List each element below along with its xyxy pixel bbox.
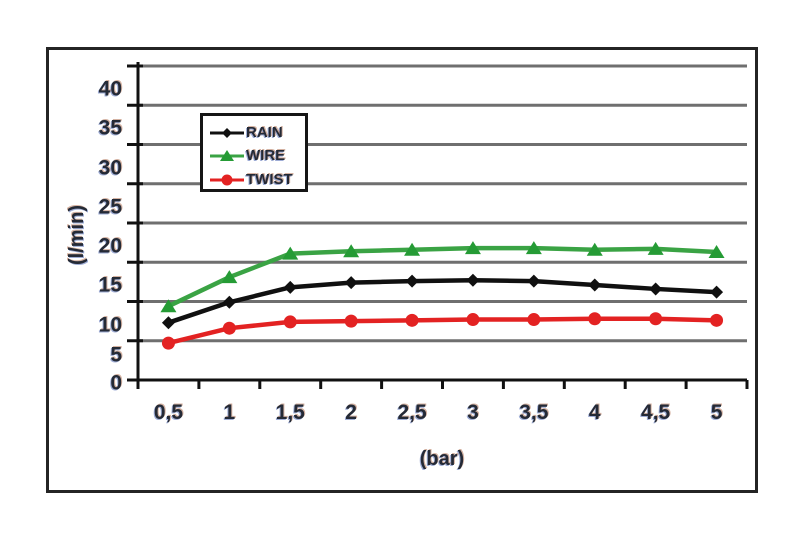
wire-marker-icon [404, 242, 421, 256]
gridline [138, 103, 747, 107]
x-tick-mark [684, 380, 688, 389]
twist-marker-icon [222, 321, 236, 335]
x-tick-label: 5 [710, 401, 723, 424]
twist-marker-icon [466, 313, 480, 327]
x-tick-mark [501, 380, 505, 389]
x-tick-mark [380, 380, 384, 389]
series-line-twist [166, 316, 719, 346]
y-tick-label: 35 [98, 116, 122, 140]
gridline [138, 182, 747, 186]
gridline [138, 64, 747, 68]
legend-label: WIRE [246, 147, 286, 164]
twist-marker-icon [161, 336, 175, 350]
y-tick-label: 30 [98, 156, 122, 179]
rain-marker-icon [405, 274, 419, 288]
x-tick-mark [745, 380, 749, 389]
x-tick-label: 2,5 [397, 401, 427, 424]
x-tick-mark [562, 380, 566, 389]
wire-marker-icon [647, 241, 664, 255]
y-tick-label: 5 [110, 343, 122, 367]
wire-marker-icon [221, 270, 238, 284]
x-tick-label: 3,5 [519, 401, 549, 424]
series-line-rain [166, 278, 719, 325]
rain-marker-icon [283, 280, 297, 294]
wire-marker-icon [160, 299, 177, 313]
twist-marker-icon [649, 312, 663, 326]
gridline [138, 339, 747, 343]
wire-marker-icon [464, 241, 481, 255]
twist-marker-icon [344, 314, 358, 328]
gridline [138, 260, 747, 264]
legend-label: RAIN [246, 124, 283, 141]
y-tick-mark [127, 300, 143, 303]
rain-marker-icon [161, 316, 175, 330]
legend-entry-twist: TWIST [209, 172, 293, 188]
chart-figure-frame: 0 5 10 15 20 25 30 35 40 0,5 1 1,5 2 2,5 3 3,5 4 4,5 5 (l… [46, 47, 758, 493]
x-tick-label: 0,5 [153, 401, 184, 424]
rain-marker-icon [649, 282, 663, 296]
y-tick-mark [127, 64, 143, 68]
twist-marker-icon [405, 313, 419, 327]
y-tick-mark [127, 339, 143, 343]
x-tick-label: 1 [223, 401, 236, 424]
gridline [138, 221, 747, 225]
twist-marker-icon [527, 313, 541, 327]
x-tick-mark [441, 380, 444, 389]
y-tick-mark [127, 103, 143, 107]
wire-marker-icon [343, 244, 360, 258]
rain-marker-icon [527, 274, 541, 288]
x-tick-mark [197, 380, 201, 389]
x-tick-mark [136, 380, 140, 389]
wire-marker-icon [586, 242, 603, 256]
twist-marker-icon [283, 315, 297, 329]
rain-marker-icon [588, 278, 602, 292]
y-tick-label: 0 [110, 371, 122, 395]
legend-entry-wire: WIRE [209, 148, 285, 164]
wire-marker-icon [282, 246, 299, 260]
y-tick-label: 25 [98, 195, 122, 219]
x-tick-mark [258, 380, 262, 389]
y-tick-label: 20 [98, 234, 122, 258]
y-tick-label: 15 [98, 273, 122, 297]
rain-marker-icon [466, 273, 480, 287]
series-line-wire [166, 245, 719, 309]
circle-icon [210, 174, 244, 186]
diamond-icon [210, 128, 244, 138]
x-axis-title: (bar) [419, 448, 465, 470]
gridline [138, 300, 747, 303]
wire-marker-icon [708, 245, 725, 259]
x-axis-line [136, 378, 747, 382]
legend-label: TWIST [246, 171, 293, 188]
x-tick-label: 1,5 [275, 401, 305, 424]
legend-box: RAIN WIRE TWIST [200, 113, 308, 192]
chart-plot-area [127, 62, 749, 389]
wire-marker-icon [525, 241, 542, 255]
gridline [138, 143, 747, 146]
y-tick-mark [127, 260, 143, 264]
rain-marker-icon [344, 276, 358, 290]
y-axis-title: (l/min) [66, 205, 88, 265]
x-tick-label: 3 [467, 401, 479, 424]
y-tick-mark [127, 182, 143, 186]
rain-marker-icon [710, 285, 724, 299]
y-tick-mark [127, 221, 143, 225]
x-tick-label: 4,5 [641, 401, 671, 424]
twist-marker-icon [710, 313, 724, 327]
twist-marker-icon [588, 312, 602, 326]
y-tick-mark [127, 378, 143, 382]
triangle-icon [210, 150, 244, 161]
y-tick-label: 40 [98, 77, 122, 101]
x-tick-mark [319, 380, 323, 389]
x-tick-mark [623, 380, 627, 389]
legend-entry-rain: RAIN [209, 125, 283, 141]
x-tick-label: 4 [588, 401, 601, 424]
y-tick-mark [127, 143, 143, 146]
x-tick-label: 2 [345, 401, 357, 424]
y-tick-label: 10 [98, 313, 122, 336]
y-axis-line [136, 62, 140, 384]
rain-marker-icon [222, 295, 236, 309]
